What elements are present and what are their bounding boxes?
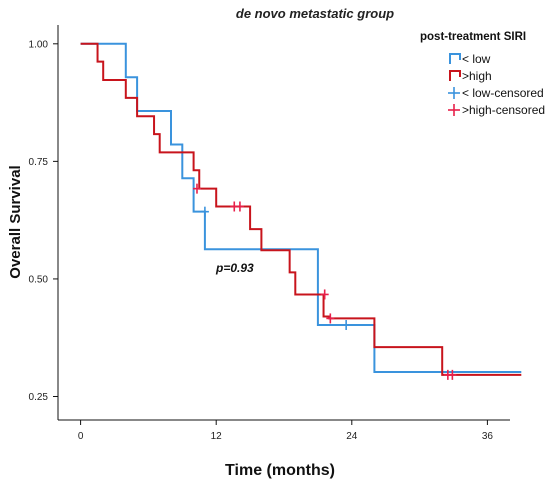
p-value-annotation: p=0.93 [215,261,254,275]
y-tick-label: 0.50 [29,274,49,285]
y-tick-label: 0.75 [29,157,49,168]
x-tick-label: 36 [482,431,494,442]
y-ticks: 0.25 0.50 0.75 1.00 [29,39,58,403]
legend-entry-label: < low [462,52,491,66]
legend-step-swatch [449,53,461,64]
x-tick-label: 12 [211,431,223,442]
series-high-line [80,42,522,376]
legend-entry-label: >high [462,69,492,83]
legend-entry-label: < low-censored [462,86,544,100]
legend-items: < low >high < low-censored >high-censored [448,52,545,117]
series-layer [80,42,522,380]
y-tick-label: 0.25 [29,392,49,403]
series-low-line [80,42,522,374]
legend-step-swatch [449,70,461,81]
legend-entry-label: >high-censored [462,103,545,117]
x-tick-label: 24 [346,431,358,442]
legend-title: post-treatment SIRI [420,31,526,43]
x-ticks: 0 12 24 36 [78,420,494,442]
y-axis-label: Overall Survival [7,165,24,278]
x-axis-label: Time (months) [225,462,335,479]
y-tick-label: 1.00 [29,39,49,50]
x-tick-label: 0 [78,431,84,442]
chart-title: de novo metastatic group [236,6,394,21]
legend: post-treatment SIRI < low >high < low-cens… [420,31,545,117]
